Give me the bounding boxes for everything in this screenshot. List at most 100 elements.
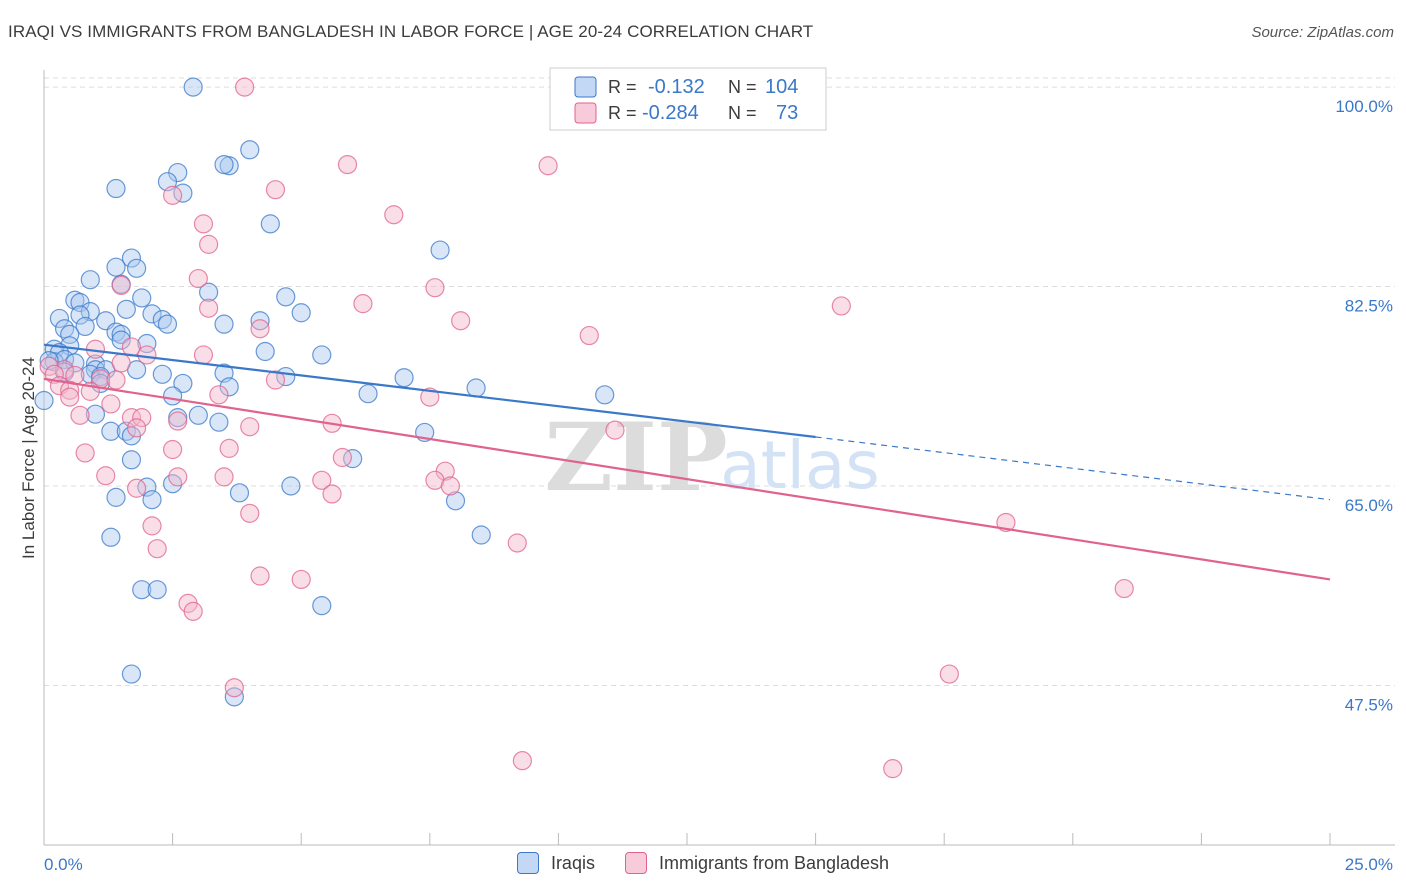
data-point xyxy=(199,234,219,254)
data-point xyxy=(538,156,558,176)
data-point xyxy=(224,678,244,698)
data-point xyxy=(111,275,131,296)
x-tick-label: 25.0% xyxy=(1345,855,1393,874)
data-point xyxy=(121,408,142,428)
data-point xyxy=(337,154,358,175)
data-point xyxy=(265,180,286,200)
data-point xyxy=(96,466,116,486)
data-point xyxy=(507,533,527,553)
data-point xyxy=(250,319,270,339)
watermark: ZIP atlas xyxy=(544,403,879,513)
data-point xyxy=(219,438,239,458)
legend-label-bangladesh: Immigrants from Bangladesh xyxy=(658,852,890,873)
data-point xyxy=(137,333,157,354)
series-legend: Iraqis Immigrants from Bangladesh xyxy=(0,852,1406,874)
data-point xyxy=(75,443,95,463)
data-point xyxy=(121,450,142,470)
trend-line-iraqis-extension xyxy=(815,436,1331,501)
axes xyxy=(43,70,1395,846)
data-point xyxy=(260,214,280,234)
legend-r-value-bangladesh: -0.284 xyxy=(642,102,699,124)
data-point xyxy=(229,483,250,503)
data-point xyxy=(1114,578,1134,599)
legend-item-iraqis: Iraqis xyxy=(516,852,595,874)
data-point xyxy=(605,420,625,440)
data-point xyxy=(214,154,234,175)
data-point xyxy=(121,248,142,268)
legend-swatch-iraqis xyxy=(516,852,539,874)
legend-n-label: N = xyxy=(728,103,757,123)
data-point xyxy=(255,341,275,362)
data-point xyxy=(358,384,378,404)
legend-n-label: N = xyxy=(728,77,757,97)
data-point xyxy=(445,491,466,511)
legend-item-bangladesh: Immigrants from Bangladesh xyxy=(624,852,890,874)
data-point xyxy=(193,214,214,234)
data-point xyxy=(883,759,903,779)
data-point xyxy=(193,345,214,365)
data-point xyxy=(70,405,90,425)
data-point xyxy=(80,302,100,322)
y-axis-label: In Labor Force | Age 20-24 xyxy=(19,357,38,559)
data-point xyxy=(183,601,203,621)
data-point xyxy=(214,467,234,487)
data-point xyxy=(188,268,208,289)
legend-label-iraqis: Iraqis xyxy=(550,852,595,873)
data-point xyxy=(126,478,147,498)
data-point xyxy=(106,370,126,390)
y-tick-label: 82.5% xyxy=(1345,297,1393,316)
data-point xyxy=(291,303,311,323)
data-point xyxy=(106,178,126,199)
data-point xyxy=(101,527,121,547)
data-point xyxy=(111,353,131,373)
data-point xyxy=(152,364,172,384)
series-iraqis-points xyxy=(34,77,615,707)
data-point xyxy=(250,311,270,331)
data-point xyxy=(512,751,532,771)
legend-r-label: R = xyxy=(608,103,637,123)
data-point xyxy=(466,378,486,398)
x-tick-label: 0.0% xyxy=(44,855,83,874)
data-point xyxy=(322,484,342,504)
data-point xyxy=(394,368,414,388)
data-point xyxy=(312,345,332,365)
data-point xyxy=(137,345,157,365)
data-point xyxy=(75,316,95,337)
trend-line-bangladesh xyxy=(43,377,1331,581)
data-point xyxy=(332,447,352,468)
watermark-atlas: atlas xyxy=(720,427,880,504)
data-point xyxy=(384,205,404,225)
data-point xyxy=(111,324,131,345)
data-point xyxy=(276,287,296,307)
data-point xyxy=(116,299,136,319)
trend-line-iraqis xyxy=(43,343,816,439)
data-point xyxy=(106,487,126,507)
data-point xyxy=(188,405,208,425)
chart-title: IRAQI VS IMMIGRANTS FROM BANGLADESH IN L… xyxy=(8,22,814,41)
data-point xyxy=(85,354,106,374)
data-point xyxy=(579,325,599,346)
data-point xyxy=(312,470,332,490)
y-tick-label: 65.0% xyxy=(1345,496,1393,515)
data-point xyxy=(147,580,167,600)
data-point xyxy=(34,390,54,411)
data-point xyxy=(132,288,152,308)
data-point xyxy=(939,664,959,684)
trend-lines xyxy=(43,343,1331,581)
data-point xyxy=(142,304,162,324)
data-point xyxy=(353,294,373,314)
legend-swatch-bangladesh xyxy=(574,102,597,124)
data-point xyxy=(595,385,615,405)
data-point xyxy=(147,539,167,559)
data-point xyxy=(70,305,90,325)
data-point xyxy=(132,408,152,428)
data-point xyxy=(126,418,147,438)
data-point xyxy=(996,512,1016,533)
data-point xyxy=(142,490,162,510)
legend-swatch-bangladesh xyxy=(624,852,647,874)
series-bangladesh-points xyxy=(39,77,1134,779)
data-point xyxy=(60,387,80,407)
gridlines xyxy=(44,77,1395,686)
data-point xyxy=(49,308,70,329)
